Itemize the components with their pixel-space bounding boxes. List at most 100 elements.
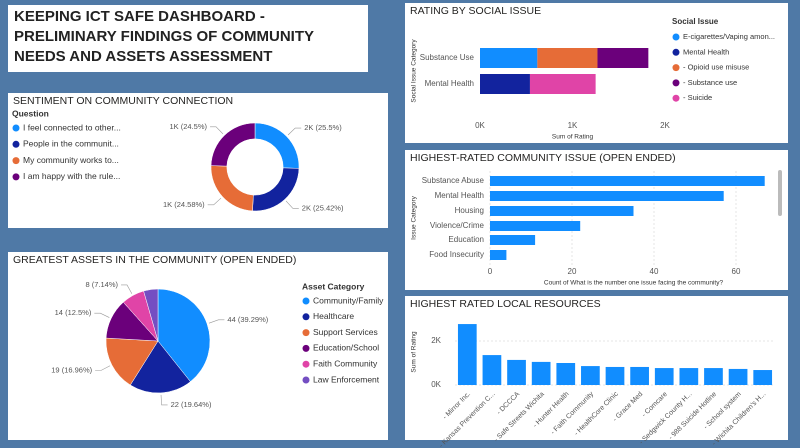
bar (490, 221, 581, 231)
bar (753, 370, 773, 385)
leader-line (95, 365, 111, 371)
panel (405, 3, 788, 143)
bar (704, 368, 723, 385)
y-tick-label: Substance Use (420, 53, 475, 62)
legend-marker (672, 48, 680, 56)
data-label: 19 (16.96%) (51, 365, 92, 374)
bar (531, 361, 551, 385)
panel (405, 150, 788, 290)
legend-label: - Substance use (683, 78, 737, 87)
slice (129, 340, 191, 394)
legend-label: I am happy with the rule... (23, 171, 120, 181)
x-tick-label: 20 (568, 267, 577, 276)
legend-title: Question (12, 108, 49, 118)
legend-marker (672, 79, 680, 87)
x-axis-label: Count of What is the number one issue fa… (544, 280, 724, 287)
legend-marker (302, 329, 310, 337)
legend-title: Asset Category (302, 281, 365, 291)
x-axis-label: Sum of Rating (552, 134, 594, 141)
data-label: 1K (24.5%) (169, 122, 207, 131)
bar (630, 366, 649, 385)
chart-title: HIGHEST RATED LOCAL RESOURCES (410, 298, 601, 310)
y-tick-label: Food Insecurity (429, 250, 484, 259)
legend-label: E-cigarettes/Vaping amon... (683, 32, 775, 41)
legend-marker (302, 344, 310, 352)
legend-label: - Opioid use misuse (683, 63, 749, 72)
slice (157, 288, 211, 383)
scrollbar[interactable] (778, 170, 782, 216)
legend-marker (12, 124, 20, 132)
bar (490, 235, 536, 245)
data-label: 14 (12.5%) (55, 308, 92, 317)
legend-label: Mental Health (683, 47, 729, 56)
x-tick-label: 2K (660, 121, 670, 130)
data-label: 22 (19.64%) (171, 400, 212, 409)
legend-label: Healthcare (313, 311, 354, 321)
legend-marker (302, 313, 310, 321)
bar (482, 355, 502, 385)
legend-marker (302, 297, 310, 305)
slice (210, 122, 256, 167)
y-axis-label: Issue Category (411, 195, 418, 239)
legend-marker (672, 94, 680, 102)
legend-label: Law Enforcement (313, 374, 380, 384)
panel (8, 93, 388, 228)
legend-label: People in the communit... (23, 139, 119, 149)
bar-segment (480, 74, 530, 94)
bar-segment (480, 48, 538, 68)
legend-label: Support Services (313, 327, 378, 337)
leader-line (160, 394, 168, 406)
y-tick-label: Housing (455, 206, 484, 215)
legend-label: Education/School (313, 343, 379, 353)
legend-marker (672, 33, 680, 41)
bar (581, 366, 600, 385)
slice (105, 337, 159, 386)
bar (679, 368, 699, 385)
legend-marker (302, 360, 310, 368)
leader-line (207, 197, 222, 206)
bar-segment (529, 74, 596, 94)
y-tick-label: Education (448, 235, 484, 244)
x-tick-label: 0 (488, 267, 493, 276)
bar (556, 363, 576, 385)
data-label: 2K (25.5%) (304, 123, 342, 132)
leader-line (285, 200, 299, 209)
legend-title: Social Issue (672, 17, 719, 26)
x-tick-label: 40 (650, 267, 659, 276)
y-axis-label: Sum of Rating (411, 331, 418, 373)
legend-label: Community/Family (313, 295, 384, 305)
chart-title: HIGHEST-RATED COMMUNITY ISSUE (OPEN ENDE… (410, 152, 676, 164)
leader-line (287, 127, 302, 136)
legend-marker (302, 376, 310, 384)
x-tick-label: 60 (732, 267, 741, 276)
y-tick-label: 0K (431, 380, 441, 389)
bar (605, 366, 625, 385)
data-label: 1K (24.58%) (163, 200, 205, 209)
chart-title: SENTIMENT ON COMMUNITY CONNECTION (13, 95, 233, 107)
bar (457, 324, 477, 385)
legend-marker (12, 140, 20, 148)
y-tick-label: 2K (431, 336, 441, 345)
data-label: 8 (7.14%) (86, 280, 119, 289)
y-tick-label: Substance Abuse (422, 176, 485, 185)
dashboard-title: KEEPING ICT SAFE DASHBOARD - PRELIMINARY… (8, 5, 368, 72)
bar (507, 359, 526, 385)
slice (143, 288, 159, 342)
y-tick-label: Violence/Crime (430, 221, 485, 230)
leader-line (210, 126, 224, 135)
bar (490, 191, 724, 201)
bar-segment (597, 48, 649, 68)
legend-label: My community works to... (23, 155, 119, 165)
bar (654, 368, 674, 385)
y-tick-label: Mental Health (425, 79, 474, 88)
chart-title: GREATEST ASSETS IN THE COMMUNITY (OPEN E… (13, 254, 296, 266)
bar (490, 206, 634, 216)
leader-line (208, 319, 225, 324)
legend-label: - Suicide (683, 93, 712, 102)
bar-segment (537, 48, 598, 68)
data-label: 2K (25.42%) (302, 203, 344, 212)
leader-line (94, 312, 110, 318)
legend-marker (12, 173, 20, 181)
